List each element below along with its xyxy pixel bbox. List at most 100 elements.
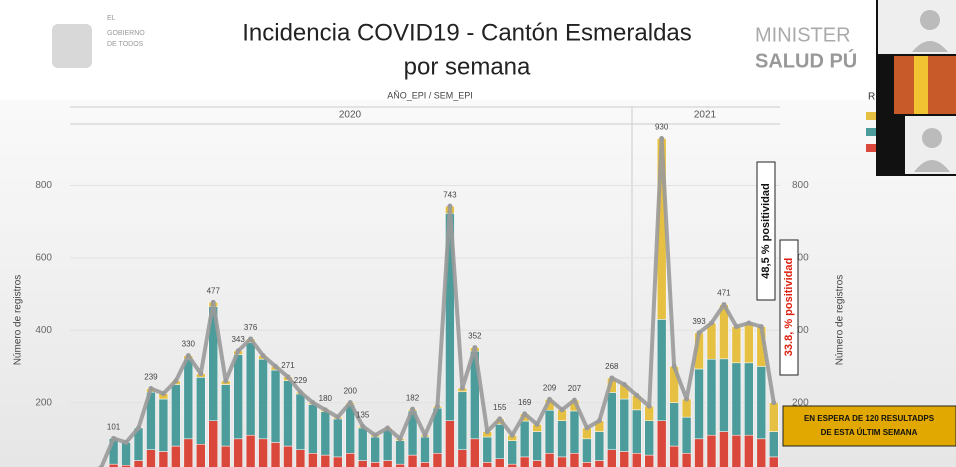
bar-segment <box>333 419 342 457</box>
legend-swatch <box>866 112 876 120</box>
bar-segment <box>582 439 591 463</box>
annotation: 48,5 % positividad <box>760 183 772 278</box>
header-band <box>0 0 876 100</box>
video-tile[interactable] <box>878 0 956 54</box>
axis-header: AÑO_EPI / SEM_EPI <box>387 90 473 100</box>
bar-segment <box>458 450 467 467</box>
bar-segment <box>470 439 479 467</box>
bar-segment <box>508 441 517 465</box>
data-label: 169 <box>518 398 532 407</box>
total-point <box>697 330 702 335</box>
total-point <box>136 425 141 430</box>
bar-segment <box>396 441 405 465</box>
avatar <box>920 10 940 30</box>
data-label: 352 <box>468 332 482 341</box>
bar-segment <box>744 435 753 467</box>
bar-segment <box>296 394 305 450</box>
total-point <box>373 433 378 438</box>
bar-segment <box>383 461 392 467</box>
y-tick-label: 800 <box>35 180 52 191</box>
bar-segment <box>483 462 492 467</box>
total-point <box>173 378 178 383</box>
total-point <box>622 382 627 387</box>
total-point <box>647 404 652 409</box>
bar-segment <box>308 404 317 453</box>
bar-segment <box>209 421 218 467</box>
data-label: 393 <box>692 317 706 326</box>
y2-tick-label: 800 <box>792 180 809 191</box>
bar-segment <box>296 450 305 467</box>
total-point <box>323 407 328 412</box>
total-point <box>423 433 428 438</box>
bar-segment <box>732 435 741 467</box>
bar-segment <box>620 451 629 467</box>
bar-segment <box>271 370 280 442</box>
data-label: 271 <box>281 361 295 370</box>
bar-segment <box>732 327 741 363</box>
bar-segment <box>533 432 542 461</box>
bar-segment <box>445 421 454 467</box>
data-label: 182 <box>406 393 420 402</box>
bar-segment <box>744 323 753 363</box>
total-point <box>310 400 315 405</box>
bar-segment <box>458 392 467 450</box>
total-point <box>721 302 726 307</box>
total-point <box>148 386 153 391</box>
total-point <box>410 407 415 412</box>
total-point <box>522 411 527 416</box>
bar-segment <box>184 359 193 439</box>
bar-segment <box>259 359 268 439</box>
total-point <box>435 404 440 409</box>
ministry-text: MINISTER <box>755 24 851 46</box>
bar-segment <box>246 435 255 467</box>
bar-segment <box>259 439 268 467</box>
bar-segment <box>333 457 342 467</box>
annotation: EN ESPERA DE 120 RESULTADPS <box>804 414 935 423</box>
data-label: 477 <box>207 287 221 296</box>
data-label: 330 <box>182 340 196 349</box>
total-point <box>398 436 403 441</box>
bar-segment <box>221 385 230 447</box>
total-point <box>198 371 203 376</box>
bar-segment <box>483 437 492 462</box>
bar-segment <box>670 446 679 467</box>
total-point <box>560 407 565 412</box>
bar-segment <box>695 369 704 439</box>
bar-segment <box>520 457 529 467</box>
bar-segment <box>607 392 616 449</box>
bar-segment <box>607 450 616 467</box>
year-label: 2021 <box>694 110 717 121</box>
avatar <box>922 128 942 148</box>
bar-segment <box>570 453 579 467</box>
bar-segment <box>670 403 679 446</box>
legend-swatch <box>866 144 876 152</box>
total-point <box>634 393 639 398</box>
total-point <box>510 433 515 438</box>
bar-segment <box>719 359 728 432</box>
video-image <box>914 56 928 114</box>
bar-segment <box>595 461 604 467</box>
bar-segment <box>632 410 641 453</box>
data-label: 207 <box>568 384 582 393</box>
logo-text: GOBIERNO <box>107 30 145 37</box>
data-label: 200 <box>344 387 358 396</box>
bar-segment <box>321 412 330 455</box>
chart-title: Incidencia COVID19 - Cantón Esmeraldas <box>242 19 692 46</box>
bar-segment <box>707 323 716 359</box>
total-point <box>597 418 602 423</box>
data-label: 743 <box>443 190 457 199</box>
bar-segment <box>371 462 380 467</box>
total-point <box>684 397 689 402</box>
bar-segment <box>582 462 591 467</box>
total-point <box>746 321 751 326</box>
bar-segment <box>221 446 230 467</box>
data-label: 471 <box>717 289 731 298</box>
total-point <box>497 416 502 421</box>
data-label: 376 <box>244 323 258 332</box>
bar-segment <box>682 453 691 467</box>
page: EL GOBIERNO DE TODOS Incidencia COVID19 … <box>0 0 956 467</box>
total-point <box>111 436 116 441</box>
total-point <box>223 378 228 383</box>
bar-segment <box>146 450 155 467</box>
bar-segment <box>682 417 691 453</box>
